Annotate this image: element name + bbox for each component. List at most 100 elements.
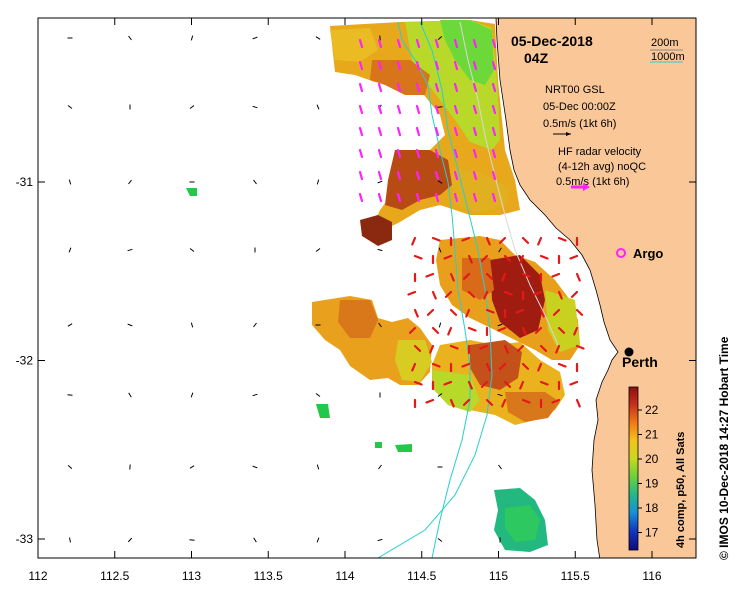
- radar-arrow: [557, 236, 567, 242]
- bathymetry-contours: [377, 21, 559, 558]
- radar-arrow: [575, 344, 585, 350]
- radar-arrow: [516, 344, 525, 352]
- radar-arrow: [415, 82, 421, 93]
- argo-label: Argo: [633, 246, 663, 261]
- colorbar-tick-label: 22: [645, 403, 659, 417]
- x-axis: 112 112.5 113 113.5 114 114.5 115 115.5 116: [28, 18, 662, 583]
- wind-arrow: [252, 393, 258, 397]
- radar-arrow: [472, 126, 478, 137]
- radar-arrow: [377, 170, 383, 181]
- radar-arrow: [575, 398, 581, 408]
- radar-arrow: [501, 398, 507, 408]
- radar-arrow: [358, 148, 364, 159]
- radar-arrow: [426, 308, 435, 316]
- radar-arrow: [434, 148, 440, 159]
- radar-arrow: [434, 82, 440, 93]
- radar-arrow: [485, 236, 491, 246]
- radar-arrow: [453, 170, 459, 181]
- radar-arrow: [413, 380, 423, 386]
- wind-arrow: [253, 322, 257, 328]
- radar-arrow: [539, 380, 549, 386]
- radar-arrow: [539, 308, 545, 318]
- radar-arrow: [537, 362, 543, 372]
- radar-arrow: [415, 126, 421, 137]
- wind-arrow: [253, 179, 257, 185]
- radar-arrow: [449, 308, 458, 316]
- radar-arrow: [358, 82, 364, 93]
- radar-arrow: [519, 254, 525, 264]
- radar-arrow: [434, 126, 440, 137]
- x-tick-label: 114: [335, 569, 354, 583]
- wind-arrow: [378, 464, 382, 470]
- radar-arrow: [552, 308, 561, 316]
- radar-arrow: [491, 82, 497, 93]
- wind-arrow: [189, 248, 195, 252]
- radar-arrow: [377, 82, 383, 93]
- wind-arrow: [127, 323, 133, 327]
- radar-arrow: [461, 362, 471, 368]
- radar-arrow: [551, 398, 561, 404]
- wind-model-label: NRT00 GSL: [545, 84, 605, 96]
- radar-arrow: [472, 148, 478, 159]
- radar-scale-label: 0.5m/s (1kt 6h): [556, 176, 629, 188]
- y-tick-label: -31: [16, 175, 34, 189]
- wind-arrow: [438, 322, 442, 328]
- wind-arrow: [252, 465, 258, 469]
- radar-arrow: [377, 126, 383, 137]
- radar-arrow: [415, 192, 421, 203]
- contour-1000-label: 1000m: [651, 51, 685, 63]
- radar-arrow: [497, 326, 507, 332]
- x-tick-label: 115.5: [561, 569, 590, 583]
- radar-arrow: [449, 344, 459, 350]
- radar-arrow: [377, 104, 383, 115]
- wind-arrow: [67, 105, 73, 109]
- wind-arrow: [377, 248, 383, 252]
- x-tick-label: 113.5: [254, 569, 283, 583]
- wind-arrow: [316, 104, 320, 110]
- radar-arrow: [503, 290, 513, 296]
- x-tick-label: 115: [489, 569, 508, 583]
- radar-arrow: [533, 290, 543, 296]
- radar-arrow: [570, 290, 579, 298]
- radar-arrow: [557, 326, 566, 334]
- wind-arrow: [190, 35, 194, 41]
- radar-arrow: [444, 290, 453, 298]
- radar-arrow: [491, 104, 497, 115]
- radar-arrow: [503, 344, 509, 354]
- radar-arrow: [396, 82, 402, 93]
- radar-arrow: [447, 326, 453, 336]
- radar-arrow: [467, 290, 476, 298]
- radar-arrow: [415, 104, 421, 115]
- radar-arrow: [479, 344, 489, 350]
- radar-arrow: [434, 38, 440, 49]
- wind-scale-label: 0.5m/s (1kt 6h): [543, 118, 616, 130]
- radar-arrow: [425, 398, 435, 404]
- radar-arrow: [396, 192, 402, 203]
- radar-arrow: [396, 38, 402, 49]
- radar-arrow: [413, 254, 423, 260]
- wind-arrow: [253, 537, 257, 543]
- radar-arrow: [465, 308, 471, 318]
- radar-arrow: [491, 60, 497, 71]
- radar-arrow: [575, 308, 584, 316]
- radar-arrow: [358, 60, 364, 71]
- radar-legend-line1: HF radar velocity: [558, 146, 642, 158]
- radar-arrow: [555, 344, 561, 354]
- radar-arrow: [483, 290, 489, 300]
- wind-arrow: [437, 538, 443, 542]
- wind-arrow: [128, 392, 132, 398]
- radar-arrow: [485, 398, 494, 406]
- radar-arrow: [413, 344, 422, 352]
- radar-arrow: [358, 192, 364, 203]
- radar-arrow: [521, 362, 530, 370]
- radar-arrow: [431, 362, 441, 368]
- contour-1000m: [397, 21, 471, 558]
- wind-arrow: [316, 464, 320, 470]
- radar-arrow: [539, 344, 548, 352]
- radar-arrow: [358, 170, 364, 181]
- wind-arrow: [127, 537, 133, 543]
- radar-arrow: [453, 192, 459, 203]
- radar-arrow: [358, 38, 364, 49]
- radar-arrow: [557, 362, 567, 368]
- radar-arrow: [415, 38, 421, 49]
